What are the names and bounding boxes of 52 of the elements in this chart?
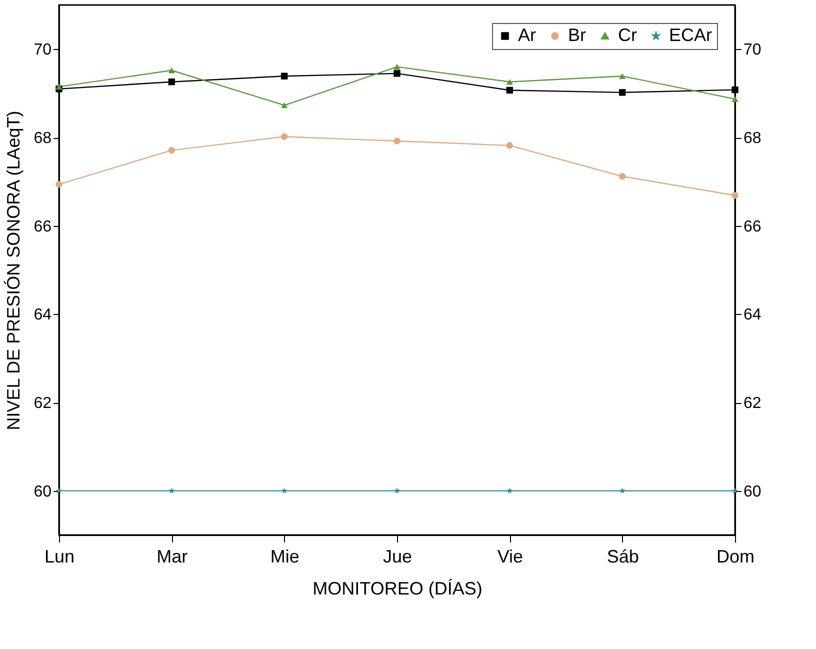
y-tick-label: 70	[34, 42, 52, 59]
y-tick-label: 68	[34, 130, 52, 147]
point	[506, 86, 514, 94]
y2-tick-label: 62	[744, 395, 762, 412]
point	[56, 180, 62, 188]
point	[394, 64, 400, 70]
point	[732, 487, 738, 494]
point	[281, 487, 288, 494]
legend-label: Br	[568, 25, 586, 45]
point	[394, 138, 400, 144]
y-tick-label: 64	[34, 306, 52, 324]
point	[394, 487, 400, 494]
point	[168, 67, 176, 74]
point	[168, 78, 176, 86]
x-tick-label: Mar	[156, 546, 188, 566]
legend-label: Cr	[618, 25, 637, 45]
x-tick-label: Dom	[716, 546, 755, 566]
point	[619, 487, 626, 494]
point	[280, 72, 288, 80]
legend-label: ECAr	[669, 25, 712, 45]
x-tick-label: Mie	[270, 546, 300, 566]
y-tick-label: 60	[34, 483, 52, 500]
point	[168, 487, 175, 494]
point	[56, 84, 62, 90]
point	[618, 173, 626, 180]
point	[506, 142, 514, 149]
point	[732, 192, 738, 199]
y-tick-label: 66	[34, 218, 52, 236]
y-tick-label: 62	[34, 395, 52, 412]
point	[56, 487, 62, 494]
x-tick-label: Jue	[382, 546, 412, 566]
x-tick-label: Lun	[44, 546, 75, 566]
point	[618, 73, 626, 80]
x-tick-label: Sáb	[606, 546, 639, 566]
y2-tick-label: 64	[744, 306, 762, 324]
point	[732, 96, 738, 102]
point	[280, 133, 288, 140]
point	[394, 70, 400, 77]
y2-tick-label: 60	[744, 483, 762, 500]
point	[506, 78, 514, 85]
y2-tick-label: 70	[744, 42, 762, 59]
legend-label: Ar	[518, 25, 536, 45]
y2-tick-label: 66	[744, 218, 762, 236]
y2-tick-label: 68	[744, 130, 762, 147]
x-axis-title: MONITOREO (DÍAS)	[312, 578, 482, 598]
point	[618, 89, 626, 96]
point	[168, 146, 176, 154]
x-tick-label: Vie	[497, 546, 524, 566]
y-axis-title: NIVEL DE PRESIÓN SONORA (LAeqT)	[4, 110, 24, 430]
point	[732, 86, 738, 94]
point	[280, 102, 288, 108]
point	[506, 487, 513, 494]
